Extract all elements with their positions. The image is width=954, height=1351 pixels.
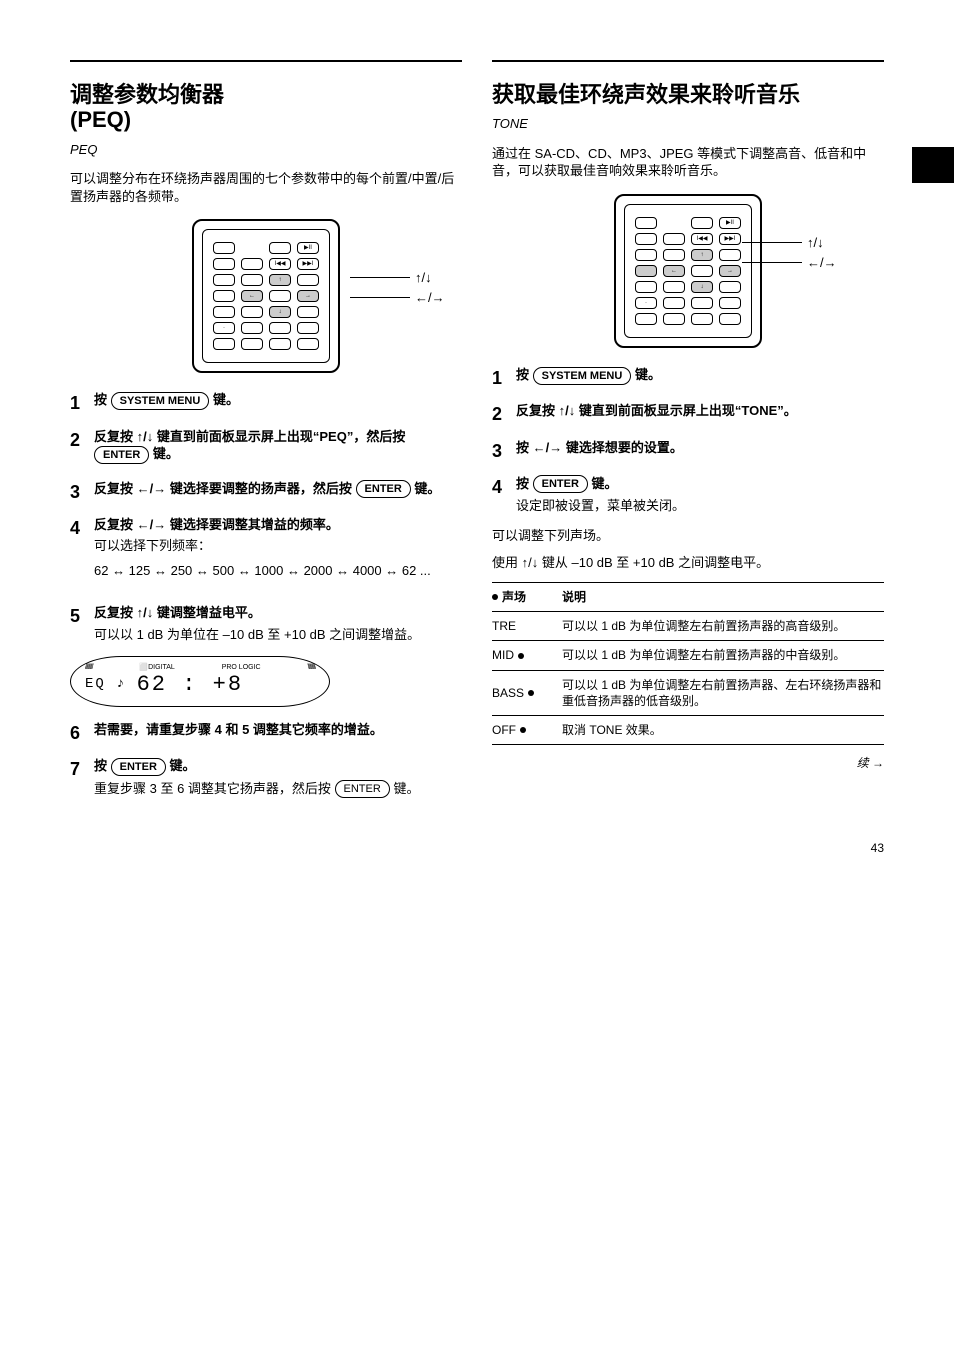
remote-diagram-left: ▶II I◀◀▶▶I ↑ ←→ ↓ · ↑/↓ ←/→ [70,219,462,373]
left-title-l1: 调整参数均衡器 [70,82,224,107]
enter-pill: ENTER [94,446,149,464]
step-num: 4 [492,475,516,515]
page-number: 43 [70,840,884,856]
tone-header-1: 可以调整下列声场。 [492,527,884,545]
callout-lr: ←/→ [807,254,837,272]
column-rule [492,60,884,62]
t: 键。 [213,392,239,407]
t: 可以以 1 dB 为单位在 –10 dB 至 +10 dB 之间调整增益。 [94,626,462,644]
t: 若需要，请重复步骤 4 和 5 调整其它频率的增益。 [94,721,462,739]
enter-pill: ENTER [335,780,390,798]
step-num: 5 [70,604,94,643]
frequency-list: 62 ↔ 125 ↔ 250 ↔ 500 ↔ 1000 ↔ 2000 ↔ 400… [94,559,462,582]
tone-header-2: 使用 ↑/↓ 键从 –10 dB 至 +10 dB 之间调整电平。 [492,554,884,572]
t: 按 [516,440,533,455]
td: MID [492,647,514,663]
step-num: 2 [70,428,94,468]
td: 可以以 1 dB 为单位调整左右前置扬声器的高音级别。 [562,618,884,634]
t: 按 [516,367,533,382]
right-intro: 通过在 SA-CD、CD、MP3、JPEG 等模式下调整高音、低音和中音，可以获… [492,145,884,180]
step-num: 7 [70,757,94,798]
t: 键。 [592,476,618,491]
arrow-ud: ↑/↓ [559,403,576,418]
t: 键。 [414,481,440,496]
t: 按 [94,758,111,773]
lcd-value: 62 : +8 [137,670,243,700]
arrow-ud: ↑/↓ [137,429,154,444]
th: 声场 [502,589,526,605]
remote-diagram-right: ▶II I◀◀▶▶I ↑ ←→ ↓ · ↑/↓ ←/→ [492,194,884,348]
t: 键选择想要的设置。 [566,440,683,455]
left-steps: 1 按 SYSTEM MENU 键。 2 反复按 ↑/↓ 键直到前面板显示屏上出… [70,391,462,643]
t: 键。 [635,367,661,382]
lcd-ticks: \\\\\\\\ [307,663,315,672]
left-intro: 可以调整分布在环绕扬声器周围的七个参数带中的每个前置/中置/后置扬声器的各频带。 [70,170,462,205]
arrow-ud: ↑/↓ [137,605,154,620]
bullet-icon [518,653,524,659]
step-num: 6 [70,721,94,745]
t: 键。 [153,446,179,461]
left-subtitle: PEQ [70,141,462,159]
t: 反复按 [94,605,137,620]
t: 设定即被设置，菜单被关闭。 [516,497,884,515]
step-num: 3 [492,439,516,463]
tone-table: 声场 说明 TRE 可以以 1 dB 为单位调整左右前置扬声器的高音级别。 MI… [492,582,884,745]
t: 使用 [492,555,522,570]
step-num: 1 [70,391,94,415]
step-num: 1 [492,366,516,390]
t: 可以选择下列频率： [94,537,462,555]
td: 可以以 1 dB 为单位调整左右前置扬声器、左右环绕扬声器和重低音扬声器的低音级… [562,677,884,709]
step-num: 3 [70,480,94,504]
bullet-icon [492,594,498,600]
t: 键选择要调整其增益的频率。 [170,517,339,532]
t: 键从 –10 dB 至 +10 dB 之间调整电平。 [542,555,769,570]
callout-ud: ↑/↓ [807,234,824,252]
enter-pill: ENTER [533,475,588,493]
enter-pill: ENTER [111,758,166,776]
left-title: 调整参数均衡器 (PEQ) [70,82,462,133]
lcd-eq: EQ ♪ [85,675,127,694]
bullet-icon [528,690,534,696]
t: 反复按 [94,429,137,444]
t: 重复步骤 3 至 6 调整其它扬声器，然后按 [94,781,335,796]
t: 键。 [393,781,419,796]
td: 可以以 1 dB 为单位调整左右前置扬声器的中音级别。 [562,647,884,663]
lcd-display: //////// ⬜DIGITAL PRO LOGIC \\\\\\\\ EQ … [70,656,462,707]
callout-ud: ↑/↓ [415,269,432,287]
enter-pill: ENTER [356,480,411,498]
td: 取消 TONE 效果。 [562,722,884,738]
t: 键选择要调整的扬声器，然后按 [170,481,356,496]
system-menu-pill: SYSTEM MENU [111,392,210,410]
arrow-lr: ←/→ [533,440,563,455]
t: 反复按 [94,517,137,532]
system-menu-pill: SYSTEM MENU [533,367,632,385]
td: OFF [492,722,516,738]
t: 键直到前面板显示屏上出现“PEQ”，然后按 [157,429,405,444]
bullet-icon [520,727,526,733]
right-steps: 1 按 SYSTEM MENU 键。 2 反复按 ↑/↓ 键直到前面板显示屏上出… [492,366,884,515]
t: 反复按 [94,481,137,496]
side-tab [912,147,954,183]
arrow-lr: ←/→ [137,517,167,532]
th: 说明 [562,589,884,605]
right-title: 获取最佳环绕声效果来聆听音乐 [492,82,884,107]
td: BASS [492,685,524,701]
arrow-lr: ←/→ [137,481,167,496]
step-num: 2 [492,402,516,426]
callout-lr: ←/→ [415,289,445,307]
column-rule [70,60,462,62]
arrow-ud: ↑/↓ [522,555,539,570]
t: 键。 [170,758,196,773]
step-num: 4 [70,516,94,592]
t: 反复按 [516,403,559,418]
t: 按 [94,392,111,407]
continued-indicator: 续 → [492,755,884,771]
left-title-l2: (PEQ) [70,107,131,132]
td: TRE [492,618,516,634]
t: 按 [516,476,533,491]
t: 键调整增益电平。 [157,605,261,620]
t: 键直到前面板显示屏上出现“TONE”。 [579,403,797,418]
lcd-ticks: //////// [85,663,93,672]
right-subtitle: TONE [492,115,884,133]
